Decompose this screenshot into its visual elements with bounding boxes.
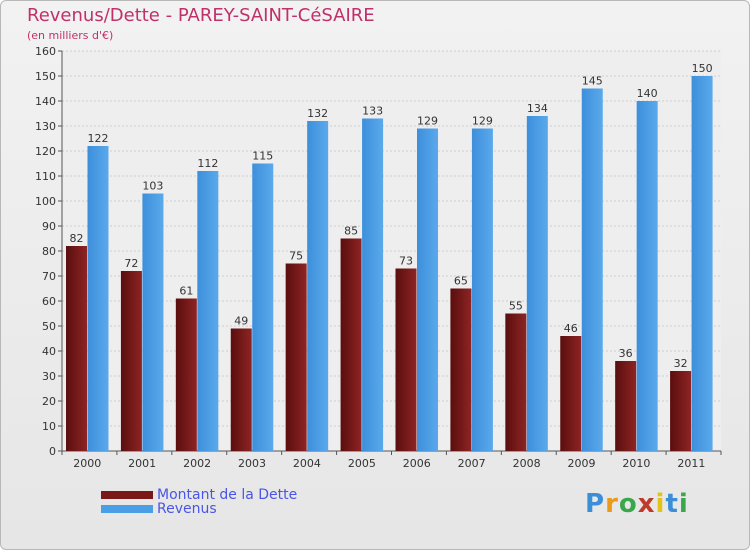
bar-dette xyxy=(230,328,252,451)
chart-subtitle: (en milliers d'€) xyxy=(27,29,114,42)
data-label-revenus: 129 xyxy=(472,115,493,128)
bar-revenus xyxy=(252,163,274,451)
x-tick-label: 2010 xyxy=(622,457,650,470)
x-tick-label: 2002 xyxy=(183,457,211,470)
data-label-revenus: 150 xyxy=(692,62,713,75)
legend-item-revenus: Revenus xyxy=(101,501,217,517)
bar-revenus xyxy=(526,116,548,451)
data-label-dette: 32 xyxy=(674,357,688,370)
data-label-revenus: 133 xyxy=(362,105,383,118)
y-tick-label: 60 xyxy=(42,295,56,308)
bar-revenus xyxy=(307,121,329,451)
x-tick-label: 2005 xyxy=(348,457,376,470)
y-tick-label: 160 xyxy=(35,45,56,58)
bar-revenus xyxy=(636,101,658,451)
y-tick-label: 130 xyxy=(35,120,56,133)
y-tick-label: 40 xyxy=(42,345,56,358)
data-label-revenus: 145 xyxy=(582,75,603,88)
data-label-revenus: 103 xyxy=(142,180,163,193)
x-tick-label: 2006 xyxy=(403,457,431,470)
data-label-revenus: 129 xyxy=(417,115,438,128)
y-tick-label: 10 xyxy=(42,420,56,433)
legend-item-dette: Montant de la Dette xyxy=(101,487,297,503)
data-label-revenus: 134 xyxy=(527,102,548,115)
bar-dette xyxy=(615,361,637,451)
bar-dette xyxy=(395,268,417,451)
data-label-revenus: 140 xyxy=(637,87,658,100)
logo-letter: r xyxy=(605,489,619,519)
data-label-dette: 46 xyxy=(564,322,578,335)
legend-label-revenus: Revenus xyxy=(157,501,217,517)
bar-dette xyxy=(66,246,87,451)
legend-swatch-revenus xyxy=(101,505,153,513)
data-label-dette: 61 xyxy=(179,285,193,298)
logo-letter: i xyxy=(678,489,689,519)
x-tick-label: 2007 xyxy=(458,457,486,470)
x-tick-label: 2009 xyxy=(568,457,596,470)
data-label-dette: 65 xyxy=(454,275,468,288)
bar-revenus xyxy=(142,193,164,451)
bar-dette xyxy=(670,371,692,451)
y-tick-label: 70 xyxy=(42,270,56,283)
y-tick-label: 20 xyxy=(42,395,56,408)
bar-dette xyxy=(560,336,582,451)
logo-letter: o xyxy=(618,489,638,519)
data-label-dette: 82 xyxy=(70,232,84,245)
x-tick-label: 2000 xyxy=(73,457,101,470)
data-label-dette: 73 xyxy=(399,255,413,268)
bar-dette xyxy=(120,271,142,451)
logo-letter: P xyxy=(585,489,606,519)
y-tick-label: 80 xyxy=(42,245,56,258)
y-tick-label: 90 xyxy=(42,220,56,233)
legend-swatch-dette xyxy=(101,491,153,499)
proxiti-logo: Proxiti xyxy=(585,489,689,519)
data-label-revenus: 132 xyxy=(307,107,328,120)
logo-letter: t xyxy=(665,489,679,519)
bar-revenus xyxy=(362,118,384,451)
bar-revenus xyxy=(197,171,219,451)
y-tick-label: 150 xyxy=(35,70,56,83)
bar-revenus xyxy=(471,128,493,451)
y-tick-label: 50 xyxy=(42,320,56,333)
data-label-revenus: 122 xyxy=(88,132,109,145)
data-label-revenus: 115 xyxy=(252,150,273,163)
data-label-dette: 55 xyxy=(509,300,523,313)
x-tick-label: 2011 xyxy=(677,457,705,470)
data-label-dette: 49 xyxy=(234,315,248,328)
y-tick-label: 110 xyxy=(35,170,56,183)
legend-label-dette: Montant de la Dette xyxy=(157,487,298,503)
bar-dette xyxy=(450,288,472,451)
y-tick-label: 30 xyxy=(42,370,56,383)
bar-dette xyxy=(285,263,307,451)
x-tick-label: 2008 xyxy=(513,457,541,470)
bar-revenus xyxy=(87,146,109,451)
bar-revenus xyxy=(691,76,713,451)
logo-letter: x xyxy=(637,489,656,519)
x-tick-label: 2003 xyxy=(238,457,266,470)
bar-dette xyxy=(340,238,362,451)
bar-revenus xyxy=(581,88,603,451)
bar-revenus xyxy=(417,128,438,451)
data-label-dette: 75 xyxy=(289,250,303,263)
data-label-dette: 36 xyxy=(619,347,633,360)
x-tick-label: 2004 xyxy=(293,457,321,470)
logo-letter: i xyxy=(655,489,666,519)
bar-dette xyxy=(175,298,197,451)
data-label-revenus: 112 xyxy=(197,157,218,170)
y-tick-label: 0 xyxy=(49,445,56,458)
chart-title: Revenus/Dette - PAREY-SAINT-CéSAIRE xyxy=(27,5,375,26)
data-label-dette: 85 xyxy=(344,225,358,238)
y-tick-label: 100 xyxy=(35,195,56,208)
x-tick-label: 2001 xyxy=(128,457,156,470)
data-label-dette: 72 xyxy=(124,257,138,270)
y-tick-label: 120 xyxy=(35,145,56,158)
y-tick-label: 140 xyxy=(35,95,56,108)
bar-dette xyxy=(505,313,527,451)
